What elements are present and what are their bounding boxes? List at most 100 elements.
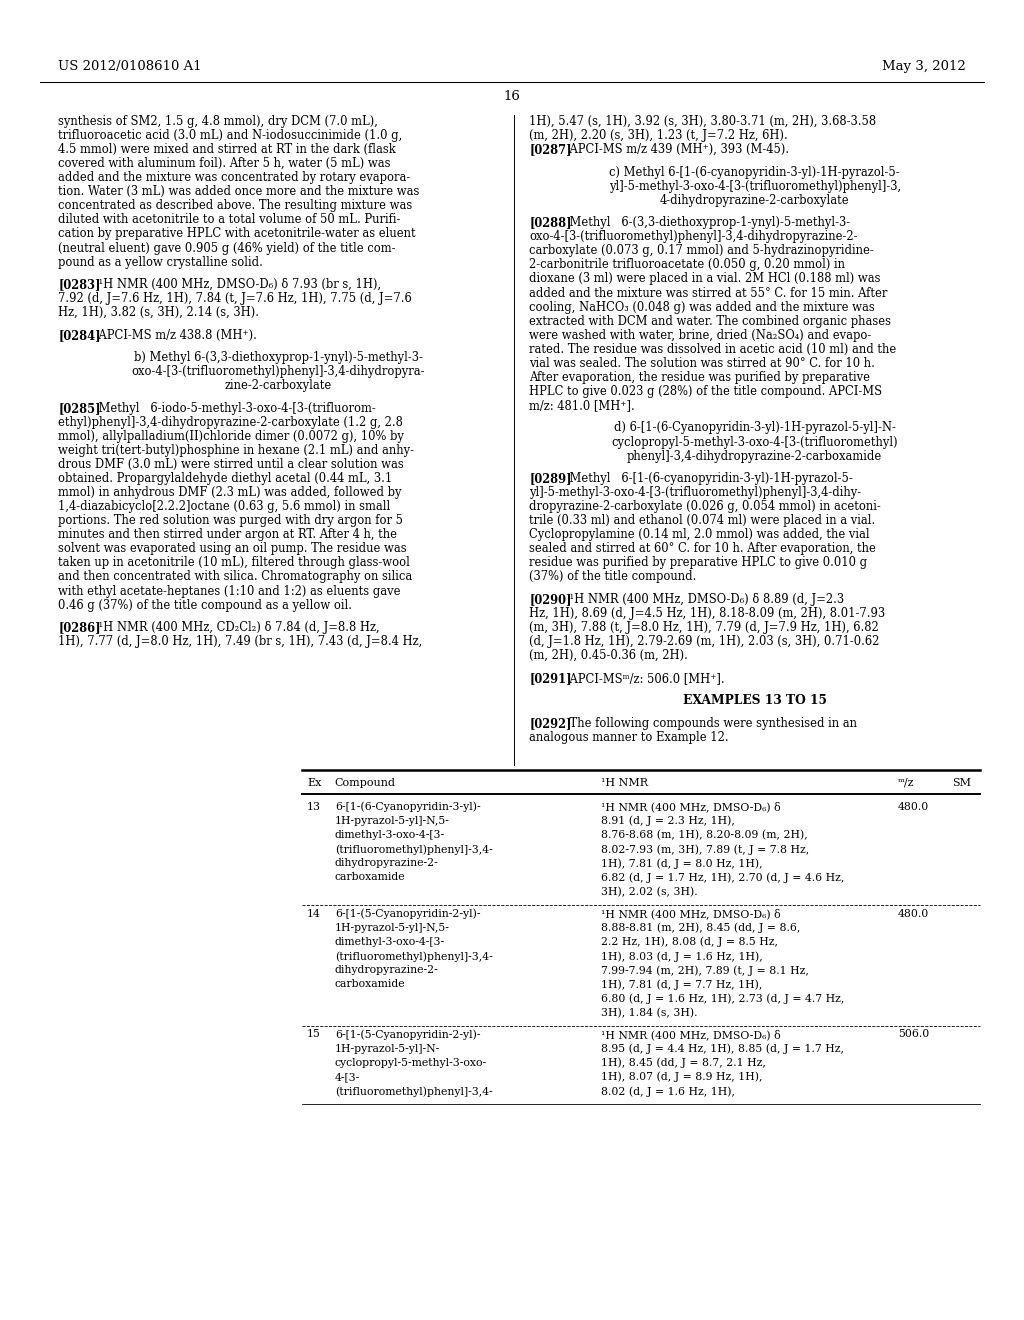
- Text: trifluoroacetic acid (3.0 mL) and N-iodosuccinimide (1.0 g,: trifluoroacetic acid (3.0 mL) and N-iodo…: [58, 129, 402, 143]
- Text: cation by preparative HPLC with acetonitrile-water as eluent: cation by preparative HPLC with acetonit…: [58, 227, 416, 240]
- Text: 1H), 7.77 (d, J=8.0 Hz, 1H), 7.49 (br s, 1H), 7.43 (d, J=8.4 Hz,: 1H), 7.77 (d, J=8.0 Hz, 1H), 7.49 (br s,…: [58, 635, 423, 648]
- Text: b) Methyl 6-(3,3-diethoxyprop-1-ynyl)-5-methyl-3-: b) Methyl 6-(3,3-diethoxyprop-1-ynyl)-5-…: [134, 351, 423, 364]
- Text: trile (0.33 ml) and ethanol (0.074 ml) were placed in a vial.: trile (0.33 ml) and ethanol (0.074 ml) w…: [529, 515, 876, 527]
- Text: 4-dihydropyrazine-2-carboxylate: 4-dihydropyrazine-2-carboxylate: [659, 194, 850, 207]
- Text: (m, 2H), 2.20 (s, 3H), 1.23 (t, J=7.2 Hz, 6H).: (m, 2H), 2.20 (s, 3H), 1.23 (t, J=7.2 Hz…: [529, 129, 788, 143]
- Text: 2.2 Hz, 1H), 8.08 (d, J = 8.5 Hz,: 2.2 Hz, 1H), 8.08 (d, J = 8.5 Hz,: [601, 937, 778, 948]
- Text: 1H), 7.81 (d, J = 7.7 Hz, 1H),: 1H), 7.81 (d, J = 7.7 Hz, 1H),: [601, 979, 763, 990]
- Text: [0285]: [0285]: [58, 401, 101, 414]
- Text: m/z: 481.0 [MH⁺].: m/z: 481.0 [MH⁺].: [529, 399, 635, 412]
- Text: pound as a yellow crystalline solid.: pound as a yellow crystalline solid.: [58, 256, 263, 268]
- Text: APCI-MS m/z 438.8 (MH⁺).: APCI-MS m/z 438.8 (MH⁺).: [84, 329, 257, 342]
- Text: [0286]: [0286]: [58, 622, 101, 634]
- Text: carboxamide: carboxamide: [335, 979, 406, 989]
- Text: vial was sealed. The solution was stirred at 90° C. for 10 h.: vial was sealed. The solution was stirre…: [529, 356, 876, 370]
- Text: 15: 15: [307, 1030, 322, 1039]
- Text: 6-[1-(5-Cyanopyridin-2-yl)-: 6-[1-(5-Cyanopyridin-2-yl)-: [335, 1030, 480, 1040]
- Text: 8.02-7.93 (m, 3H), 7.89 (t, J = 7.8 Hz,: 8.02-7.93 (m, 3H), 7.89 (t, J = 7.8 Hz,: [601, 845, 809, 855]
- Text: ¹H NMR (400 MHz, DMSO-D₆) δ 7.93 (br s, 1H),: ¹H NMR (400 MHz, DMSO-D₆) δ 7.93 (br s, …: [84, 279, 381, 292]
- Text: concentrated as described above. The resulting mixture was: concentrated as described above. The res…: [58, 199, 413, 213]
- Text: dimethyl-3-oxo-4-[3-: dimethyl-3-oxo-4-[3-: [335, 937, 445, 946]
- Text: oxo-4-[3-(trifluoromethyl)phenyl]-3,4-dihydropyrazine-2-: oxo-4-[3-(trifluoromethyl)phenyl]-3,4-di…: [529, 230, 858, 243]
- Text: 1H), 8.45 (dd, J = 8.7, 2.1 Hz,: 1H), 8.45 (dd, J = 8.7, 2.1 Hz,: [601, 1057, 766, 1068]
- Text: taken up in acetonitrile (10 mL), filtered through glass-wool: taken up in acetonitrile (10 mL), filter…: [58, 557, 411, 569]
- Text: 8.76-8.68 (m, 1H), 8.20-8.09 (m, 2H),: 8.76-8.68 (m, 1H), 8.20-8.09 (m, 2H),: [601, 830, 808, 841]
- Text: (neutral eluent) gave 0.905 g (46% yield) of the title com-: (neutral eluent) gave 0.905 g (46% yield…: [58, 242, 396, 255]
- Text: ¹H NMR (400 MHz, DMSO-D₆) δ: ¹H NMR (400 MHz, DMSO-D₆) δ: [601, 908, 780, 919]
- Text: phenyl]-3,4-dihydropyrazine-2-carboxamide: phenyl]-3,4-dihydropyrazine-2-carboxamid…: [627, 450, 883, 462]
- Text: Hz, 1H), 3.82 (s, 3H), 2.14 (s, 3H).: Hz, 1H), 3.82 (s, 3H), 2.14 (s, 3H).: [58, 306, 259, 319]
- Text: d) 6-[1-(6-Cyanopyridin-3-yl)-1H-pyrazol-5-yl]-N-: d) 6-[1-(6-Cyanopyridin-3-yl)-1H-pyrazol…: [613, 421, 896, 434]
- Text: dihydropyrazine-2-: dihydropyrazine-2-: [335, 858, 438, 869]
- Text: Cyclopropylamine (0.14 ml, 2.0 mmol) was added, the vial: Cyclopropylamine (0.14 ml, 2.0 mmol) was…: [529, 528, 870, 541]
- Text: cyclopropyl-5-methyl-3-oxo-: cyclopropyl-5-methyl-3-oxo-: [335, 1057, 487, 1068]
- Text: [0287]: [0287]: [529, 143, 572, 156]
- Text: (trifluoromethyl)phenyl]-3,4-: (trifluoromethyl)phenyl]-3,4-: [335, 845, 493, 855]
- Text: The following compounds were synthesised in an: The following compounds were synthesised…: [555, 717, 857, 730]
- Text: 1,4-diazabicyclo[2.2.2]octane (0.63 g, 5.6 mmol) in small: 1,4-diazabicyclo[2.2.2]octane (0.63 g, 5…: [58, 500, 390, 513]
- Text: 8.91 (d, J = 2.3 Hz, 1H),: 8.91 (d, J = 2.3 Hz, 1H),: [601, 816, 735, 826]
- Text: 1H), 5.47 (s, 1H), 3.92 (s, 3H), 3.80-3.71 (m, 2H), 3.68-3.58: 1H), 5.47 (s, 1H), 3.92 (s, 3H), 3.80-3.…: [529, 115, 877, 128]
- Text: added and the mixture was concentrated by rotary evapora-: added and the mixture was concentrated b…: [58, 172, 411, 185]
- Text: with ethyl acetate-heptanes (1:10 and 1:2) as eluents gave: with ethyl acetate-heptanes (1:10 and 1:…: [58, 585, 400, 598]
- Text: [0283]: [0283]: [58, 279, 101, 292]
- Text: oxo-4-[3-(trifluoromethyl)phenyl]-3,4-dihydropyra-: oxo-4-[3-(trifluoromethyl)phenyl]-3,4-di…: [132, 366, 425, 379]
- Text: ¹H NMR (400 MHz, CD₂Cl₂) δ 7.84 (d, J=8.8 Hz,: ¹H NMR (400 MHz, CD₂Cl₂) δ 7.84 (d, J=8.…: [84, 622, 380, 634]
- Text: (m, 3H), 7.88 (t, J=8.0 Hz, 1H), 7.79 (d, J=7.9 Hz, 1H), 6.82: (m, 3H), 7.88 (t, J=8.0 Hz, 1H), 7.79 (d…: [529, 622, 880, 634]
- Text: ¹H NMR (400 MHz, DMSO-D₆) δ 8.89 (d, J=2.3: ¹H NMR (400 MHz, DMSO-D₆) δ 8.89 (d, J=2…: [555, 593, 845, 606]
- Text: c) Methyl 6-[1-(6-cyanopyridin-3-yl)-1H-pyrazol-5-: c) Methyl 6-[1-(6-cyanopyridin-3-yl)-1H-…: [609, 165, 900, 178]
- Text: (trifluoromethyl)phenyl]-3,4-: (trifluoromethyl)phenyl]-3,4-: [335, 1086, 493, 1097]
- Text: [0288]: [0288]: [529, 216, 572, 230]
- Text: Methyl   6-iodo-5-methyl-3-oxo-4-[3-(trifluorom-: Methyl 6-iodo-5-methyl-3-oxo-4-[3-(trifl…: [84, 401, 376, 414]
- Text: synthesis of SM2, 1.5 g, 4.8 mmol), dry DCM (7.0 mL),: synthesis of SM2, 1.5 g, 4.8 mmol), dry …: [58, 115, 378, 128]
- Text: dimethyl-3-oxo-4-[3-: dimethyl-3-oxo-4-[3-: [335, 830, 445, 840]
- Text: 2-carbonitrile trifluoroacetate (0.050 g, 0.20 mmol) in: 2-carbonitrile trifluoroacetate (0.050 g…: [529, 259, 846, 272]
- Text: portions. The red solution was purged with dry argon for 5: portions. The red solution was purged wi…: [58, 515, 403, 527]
- Text: [0291]: [0291]: [529, 672, 572, 685]
- Text: cyclopropyl-5-methyl-3-oxo-4-[3-(trifluoromethyl): cyclopropyl-5-methyl-3-oxo-4-[3-(trifluo…: [611, 436, 898, 449]
- Text: (37%) of the title compound.: (37%) of the title compound.: [529, 570, 696, 583]
- Text: 6.82 (d, J = 1.7 Hz, 1H), 2.70 (d, J = 4.6 Hz,: 6.82 (d, J = 1.7 Hz, 1H), 2.70 (d, J = 4…: [601, 873, 845, 883]
- Text: (d, J=1.8 Hz, 1H), 2.79-2.69 (m, 1H), 2.03 (s, 3H), 0.71-0.62: (d, J=1.8 Hz, 1H), 2.79-2.69 (m, 1H), 2.…: [529, 635, 880, 648]
- Text: 6-[1-(6-Cyanopyridin-3-yl)-: 6-[1-(6-Cyanopyridin-3-yl)-: [335, 801, 480, 812]
- Text: 3H), 2.02 (s, 3H).: 3H), 2.02 (s, 3H).: [601, 887, 697, 896]
- Text: Compound: Compound: [335, 777, 396, 788]
- Text: 14: 14: [307, 908, 322, 919]
- Text: 1H), 8.07 (d, J = 8.9 Hz, 1H),: 1H), 8.07 (d, J = 8.9 Hz, 1H),: [601, 1072, 763, 1082]
- Text: rated. The residue was dissolved in acetic acid (10 ml) and the: rated. The residue was dissolved in acet…: [529, 343, 897, 355]
- Text: added and the mixture was stirred at 55° C. for 15 min. After: added and the mixture was stirred at 55°…: [529, 286, 888, 300]
- Text: [0290]: [0290]: [529, 593, 572, 606]
- Text: yl]-5-methyl-3-oxo-4-[3-(trifluoromethyl)phenyl]-3,: yl]-5-methyl-3-oxo-4-[3-(trifluoromethyl…: [608, 180, 901, 193]
- Text: 0.46 g (37%) of the title compound as a yellow oil.: 0.46 g (37%) of the title compound as a …: [58, 598, 352, 611]
- Text: SM: SM: [952, 777, 972, 788]
- Text: 480.0: 480.0: [898, 908, 930, 919]
- Text: zine-2-carboxylate: zine-2-carboxylate: [225, 379, 332, 392]
- Text: Methyl   6-[1-(6-cyanopyridin-3-yl)-1H-pyrazol-5-: Methyl 6-[1-(6-cyanopyridin-3-yl)-1H-pyr…: [555, 473, 853, 484]
- Text: minutes and then stirred under argon at RT. After 4 h, the: minutes and then stirred under argon at …: [58, 528, 397, 541]
- Text: weight tri(tert-butyl)phosphine in hexane (2.1 mL) and anhy-: weight tri(tert-butyl)phosphine in hexan…: [58, 444, 415, 457]
- Text: diluted with acetonitrile to a total volume of 50 mL. Purifi-: diluted with acetonitrile to a total vol…: [58, 214, 400, 227]
- Text: 6.80 (d, J = 1.6 Hz, 1H), 2.73 (d, J = 4.7 Hz,: 6.80 (d, J = 1.6 Hz, 1H), 2.73 (d, J = 4…: [601, 994, 845, 1005]
- Text: APCI-MSᵐ/z: 506.0 [MH⁺].: APCI-MSᵐ/z: 506.0 [MH⁺].: [555, 672, 725, 685]
- Text: After evaporation, the residue was purified by preparative: After evaporation, the residue was purif…: [529, 371, 870, 384]
- Text: 1H-pyrazol-5-yl]-N,5-: 1H-pyrazol-5-yl]-N,5-: [335, 816, 450, 826]
- Text: HPLC to give 0.023 g (28%) of the title compound. APCI-MS: HPLC to give 0.023 g (28%) of the title …: [529, 385, 883, 397]
- Text: dihydropyrazine-2-: dihydropyrazine-2-: [335, 965, 438, 975]
- Text: 7.99-7.94 (m, 2H), 7.89 (t, J = 8.1 Hz,: 7.99-7.94 (m, 2H), 7.89 (t, J = 8.1 Hz,: [601, 965, 809, 975]
- Text: 1H), 7.81 (d, J = 8.0 Hz, 1H),: 1H), 7.81 (d, J = 8.0 Hz, 1H),: [601, 858, 763, 869]
- Text: 8.95 (d, J = 4.4 Hz, 1H), 8.85 (d, J = 1.7 Hz,: 8.95 (d, J = 4.4 Hz, 1H), 8.85 (d, J = 1…: [601, 1044, 844, 1055]
- Text: 6-[1-(5-Cyanopyridin-2-yl)-: 6-[1-(5-Cyanopyridin-2-yl)-: [335, 908, 480, 919]
- Text: 1H-pyrazol-5-yl]-N-: 1H-pyrazol-5-yl]-N-: [335, 1044, 440, 1053]
- Text: [0292]: [0292]: [529, 717, 572, 730]
- Text: carboxamide: carboxamide: [335, 873, 406, 882]
- Text: 4.5 mmol) were mixed and stirred at RT in the dark (flask: 4.5 mmol) were mixed and stirred at RT i…: [58, 143, 396, 156]
- Text: sealed and stirred at 60° C. for 10 h. After evaporation, the: sealed and stirred at 60° C. for 10 h. A…: [529, 543, 877, 556]
- Text: [0284]: [0284]: [58, 329, 101, 342]
- Text: ¹H NMR (400 MHz, DMSO-D₆) δ: ¹H NMR (400 MHz, DMSO-D₆) δ: [601, 1030, 780, 1040]
- Text: yl]-5-methyl-3-oxo-4-[3-(trifluoromethyl)phenyl]-3,4-dihy-: yl]-5-methyl-3-oxo-4-[3-(trifluoromethyl…: [529, 486, 861, 499]
- Text: (m, 2H), 0.45-0.36 (m, 2H).: (m, 2H), 0.45-0.36 (m, 2H).: [529, 649, 688, 663]
- Text: 480.0: 480.0: [898, 801, 930, 812]
- Text: residue was purified by preparative HPLC to give 0.010 g: residue was purified by preparative HPLC…: [529, 557, 867, 569]
- Text: obtained. Propargylaldehyde diethyl acetal (0.44 mL, 3.1: obtained. Propargylaldehyde diethyl acet…: [58, 473, 392, 484]
- Text: 3H), 1.84 (s, 3H).: 3H), 1.84 (s, 3H).: [601, 1007, 697, 1018]
